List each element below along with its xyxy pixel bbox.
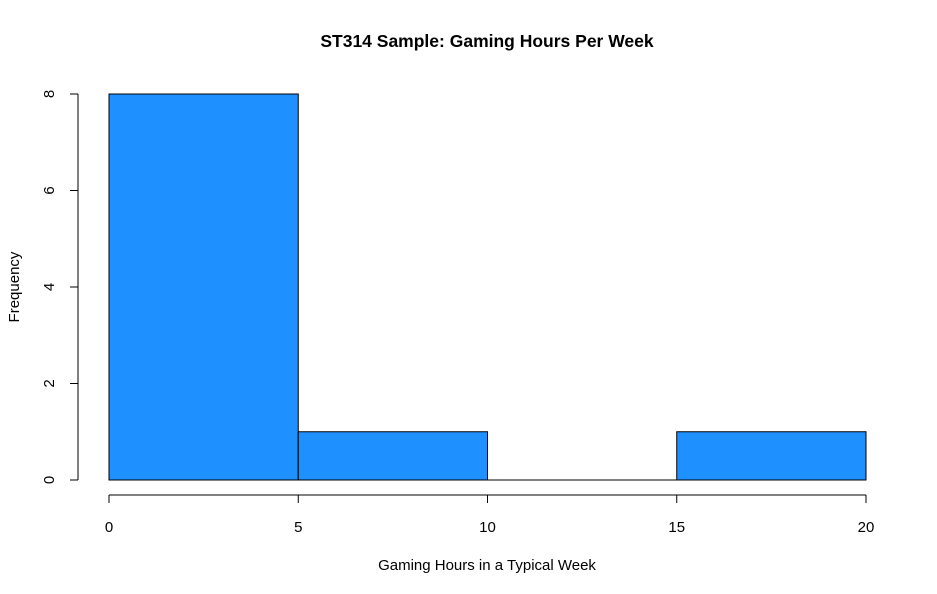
x-axis: 0 5 10 15 20	[105, 494, 875, 536]
histogram-bar	[676, 431, 867, 481]
x-tick-label: 10	[479, 519, 496, 536]
y-axis: 0 2 4 6 8	[41, 90, 79, 484]
bars-group	[108, 93, 867, 481]
y-tick-label: 8	[41, 90, 58, 98]
histogram-bar	[297, 431, 488, 481]
y-tick-label: 2	[41, 379, 58, 387]
x-tick-label: 15	[668, 519, 685, 536]
x-tick-label: 0	[105, 519, 113, 536]
y-tick-label: 6	[41, 186, 58, 194]
y-tick-label: 0	[41, 476, 58, 484]
x-tick-label: 20	[858, 519, 875, 536]
y-axis-label: Frequency	[6, 251, 23, 322]
x-axis-label: Gaming Hours in a Typical Week	[378, 557, 596, 574]
chart-title: ST314 Sample: Gaming Hours Per Week	[320, 31, 654, 51]
y-tick-label: 4	[41, 283, 58, 291]
histogram-bar	[108, 93, 299, 481]
x-tick-label: 5	[294, 519, 302, 536]
